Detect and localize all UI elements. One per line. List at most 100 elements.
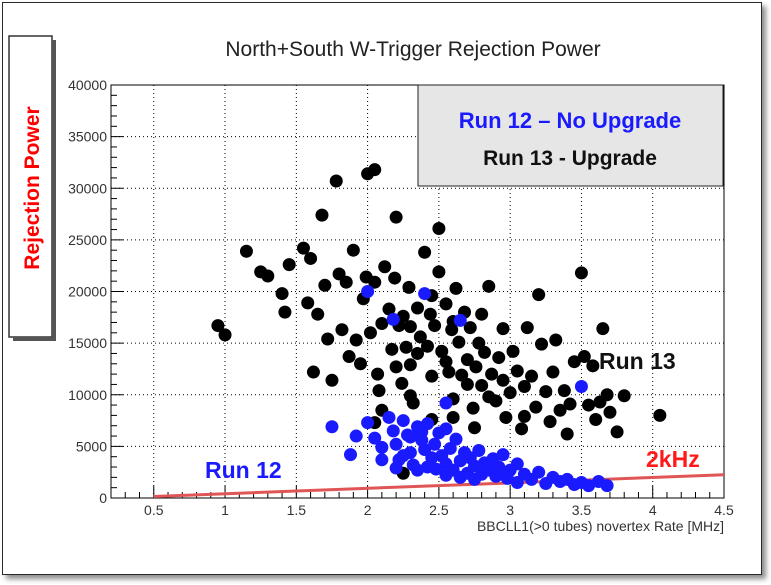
run13-point [335,323,349,337]
x-tick-label: 1 [221,502,229,518]
run13-point [517,409,531,423]
run12-point [429,462,443,476]
run13-point [318,278,332,292]
run13-point [557,384,571,398]
run13-point [304,251,318,265]
run13-point [425,369,439,383]
x-tick-label: 2.5 [429,502,449,518]
run13-point [485,367,499,381]
run13-point [535,337,549,351]
scatter-chart: Rejection Power North+South W-Trigger Re… [8,35,734,534]
run12-point [443,441,457,455]
run12-point [468,472,482,486]
run13-point [329,174,343,188]
run13-point [413,330,427,344]
run13-point [567,355,581,369]
run13-point [411,346,424,360]
run13-point [311,307,325,321]
run13-point [577,350,591,364]
run13-point [315,208,329,222]
y-tick-label: 10000 [68,387,107,403]
threshold-line [153,473,725,498]
run13-point [529,400,543,414]
run13-point [589,413,603,427]
x-tick-label: 4 [649,502,657,518]
run13-point [517,379,531,393]
run12-point [439,422,453,436]
x-tick-label: 4.5 [714,502,734,518]
run13-point [496,373,510,387]
run13-point [460,377,474,391]
run13-point [439,297,453,311]
run13-point [261,269,275,283]
run13-point [600,388,614,402]
y-tick-label: 5000 [76,438,107,454]
ylabel-box: Rejection Power [8,35,56,341]
run13-point [403,389,417,403]
run13-point [388,271,402,285]
run12-point [389,461,403,475]
x-axis-label: BBCLL1(>0 tubes) novertex Rate [MHz] [477,518,724,534]
run13-point [325,373,339,387]
run13-point [432,265,446,279]
run13-point [411,301,424,315]
run12-point [574,379,588,393]
run13-point [218,328,232,342]
run12-point [403,430,417,444]
run12-point [361,416,375,430]
run12-point [453,470,467,484]
run13-point [539,385,553,399]
run13-point [520,321,534,335]
annotation-threshold: 2kHz [646,446,700,472]
run13-point [574,266,588,280]
y-tick-label: 0 [99,490,107,506]
run13-point [403,358,417,372]
run13-point [503,386,517,400]
run12-point [428,437,442,451]
run13-point [339,275,353,289]
run13-point [617,389,631,403]
run13-point [389,360,403,374]
y-tick-label: 25000 [68,232,107,248]
run13-point [525,369,539,383]
run13-point [468,421,482,435]
run13-point [546,365,560,379]
chart-title: North+South W-Trigger Rejection Power [225,38,600,61]
y-tick-label: 15000 [68,335,107,351]
run12-point [510,457,524,471]
run12-point [389,437,403,451]
run13-point [423,307,437,321]
run13-point [515,422,529,436]
run12-point [368,431,382,445]
run13-point [278,305,292,319]
run13-point [510,364,524,378]
annotation-run12: Run 12 [205,457,282,483]
run13-point [449,281,463,295]
x-tick-label: 3.5 [572,502,592,518]
run13-point [368,163,382,177]
run12-point [396,414,410,428]
run13-point [452,335,466,349]
y-tick-label: 35000 [68,129,107,145]
run12-point [386,424,400,438]
run13-point [472,336,486,350]
run13-point [306,365,320,379]
run12-point [418,287,432,301]
run13-point [549,333,563,347]
run12-point [361,285,375,298]
x-tick-label: 0.5 [144,502,164,518]
run13-point [371,367,385,381]
run13-point [428,319,442,333]
run13-point [653,408,667,422]
run13-point [399,340,413,354]
run13-point [610,425,624,439]
run13-point [482,279,496,293]
run13-point [586,359,600,373]
run13-point [603,405,617,419]
run13-point [482,390,496,404]
run13-point [420,339,434,353]
run12-point [349,429,363,443]
run12-point [439,396,453,410]
run12-point [496,448,510,462]
run12-point [325,420,339,434]
